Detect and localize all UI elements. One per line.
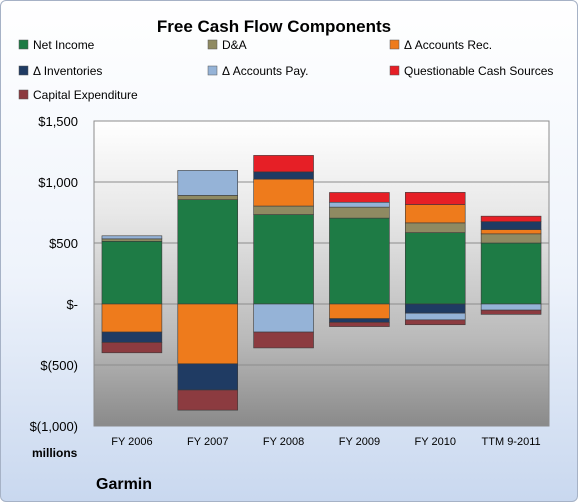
bar-capital-expenditure-ttm-9-2011 bbox=[480, 309, 542, 315]
y-tick-label: $1,500 bbox=[38, 114, 78, 129]
bar-accounts-pay-fy-2006 bbox=[101, 235, 163, 240]
bar-accounts-pay-ttm-9-2011 bbox=[480, 303, 542, 311]
bar-net-income-fy-2009 bbox=[329, 217, 390, 305]
bar-net-income-fy-2010 bbox=[404, 232, 466, 305]
bar-accounts-rec-fy-2010 bbox=[404, 204, 466, 224]
legend-swatch-net-income bbox=[18, 39, 29, 50]
legend-swatch-inventories bbox=[18, 65, 29, 76]
bar-inventories-ttm-9-2011 bbox=[480, 221, 542, 230]
y-tick-label: $(500) bbox=[40, 358, 78, 373]
bar-accounts-rec-ttm-9-2011 bbox=[480, 229, 542, 235]
bar-accounts-pay-fy-2010 bbox=[404, 312, 466, 321]
company-label: Garmin bbox=[96, 476, 152, 493]
legend-label-capital-expenditure: Capital Expenditure bbox=[33, 88, 138, 102]
plot-area bbox=[93, 120, 550, 427]
y-tick-label: $500 bbox=[49, 236, 78, 251]
bar-inventories-fy-2007 bbox=[177, 363, 239, 391]
bar-questionable-cash-sources-fy-2008 bbox=[253, 155, 314, 173]
bar-inventories-fy-2009 bbox=[329, 318, 390, 323]
bar-accounts-rec-fy-2008 bbox=[253, 178, 314, 207]
bar-accounts-pay-fy-2007 bbox=[177, 170, 239, 196]
legend-swatch-d-a bbox=[207, 39, 218, 50]
legend-swatch-capital-expenditure bbox=[18, 89, 29, 100]
bar-accounts-pay-fy-2008 bbox=[253, 303, 314, 333]
bar-questionable-cash-sources-fy-2010 bbox=[404, 192, 466, 205]
bar-inventories-fy-2010 bbox=[404, 303, 466, 314]
legend-label-net-income: Net Income bbox=[33, 38, 95, 52]
y-tick-label: $- bbox=[66, 297, 78, 312]
bar-inventories-fy-2008 bbox=[253, 171, 314, 180]
legend-swatch-accounts-rec bbox=[389, 39, 400, 50]
bar-net-income-fy-2007 bbox=[177, 199, 239, 305]
legend: Net Income D&A Δ Accounts Rec. Δ Inventorie… bbox=[18, 38, 553, 102]
bar-capital-expenditure-fy-2008 bbox=[253, 331, 314, 349]
bar-capital-expenditure-fy-2009 bbox=[329, 321, 390, 327]
bars bbox=[101, 155, 542, 411]
gridlines bbox=[94, 181, 549, 366]
bar-net-income-fy-2006 bbox=[101, 240, 163, 305]
chart-title: Free Cash Flow Components bbox=[157, 17, 391, 36]
x-tick-label: TTM 9-2011 bbox=[482, 436, 541, 448]
y-tick-label: $(1,000) bbox=[30, 419, 78, 434]
legend-label-questionable-cash-sources: Questionable Cash Sources bbox=[404, 64, 553, 78]
unit-label: millions bbox=[32, 446, 78, 460]
y-tick-label: $1,000 bbox=[38, 175, 78, 190]
bar-inventories-fy-2006 bbox=[101, 331, 163, 343]
bar-d-a-ttm-9-2011 bbox=[480, 233, 542, 244]
bar-d-a-fy-2010 bbox=[404, 222, 466, 233]
bar-d-a-fy-2008 bbox=[253, 205, 314, 215]
bar-d-a-fy-2006 bbox=[101, 238, 163, 242]
bar-capital-expenditure-fy-2010 bbox=[404, 319, 466, 326]
bar-net-income-ttm-9-2011 bbox=[480, 242, 542, 305]
x-tick-label: FY 2006 bbox=[111, 436, 152, 448]
legend-swatch-questionable-cash-sources bbox=[389, 65, 400, 76]
bar-accounts-rec-fy-2009 bbox=[329, 303, 390, 319]
bar-d-a-fy-2009 bbox=[329, 206, 390, 219]
legend-swatch-accounts-pay bbox=[207, 65, 218, 76]
legend-label-accounts-rec: Δ Accounts Rec. bbox=[404, 38, 492, 52]
x-tick-label: FY 2010 bbox=[415, 436, 456, 448]
legend-label-inventories: Δ Inventories bbox=[33, 64, 102, 78]
bar-accounts-pay-fy-2009 bbox=[329, 201, 390, 208]
bar-accounts-rec-fy-2007 bbox=[177, 303, 239, 365]
bar-capital-expenditure-fy-2006 bbox=[101, 342, 163, 354]
bar-questionable-cash-sources-fy-2009 bbox=[329, 192, 390, 203]
bar-questionable-cash-sources-ttm-9-2011 bbox=[480, 215, 542, 222]
bar-capital-expenditure-fy-2007 bbox=[177, 389, 239, 411]
legend-label-accounts-pay: Δ Accounts Pay. bbox=[222, 64, 309, 78]
x-tick-label: FY 2007 bbox=[187, 436, 228, 448]
y-axis-ticks: $1,500 $1,000 $500 $- $(500) $(1,000) bbox=[30, 114, 78, 434]
bar-d-a-fy-2007 bbox=[177, 195, 239, 200]
bar-accounts-rec-fy-2006 bbox=[101, 303, 163, 333]
bar-net-income-fy-2008 bbox=[253, 214, 314, 305]
x-axis-ticks: FY 2006 FY 2007 FY 2008 FY 2009 FY 2010 TTM 9… bbox=[111, 436, 540, 448]
x-tick-label: FY 2009 bbox=[339, 436, 380, 448]
x-tick-label: FY 2008 bbox=[263, 436, 304, 448]
legend-label-d-a: D&A bbox=[222, 38, 247, 52]
